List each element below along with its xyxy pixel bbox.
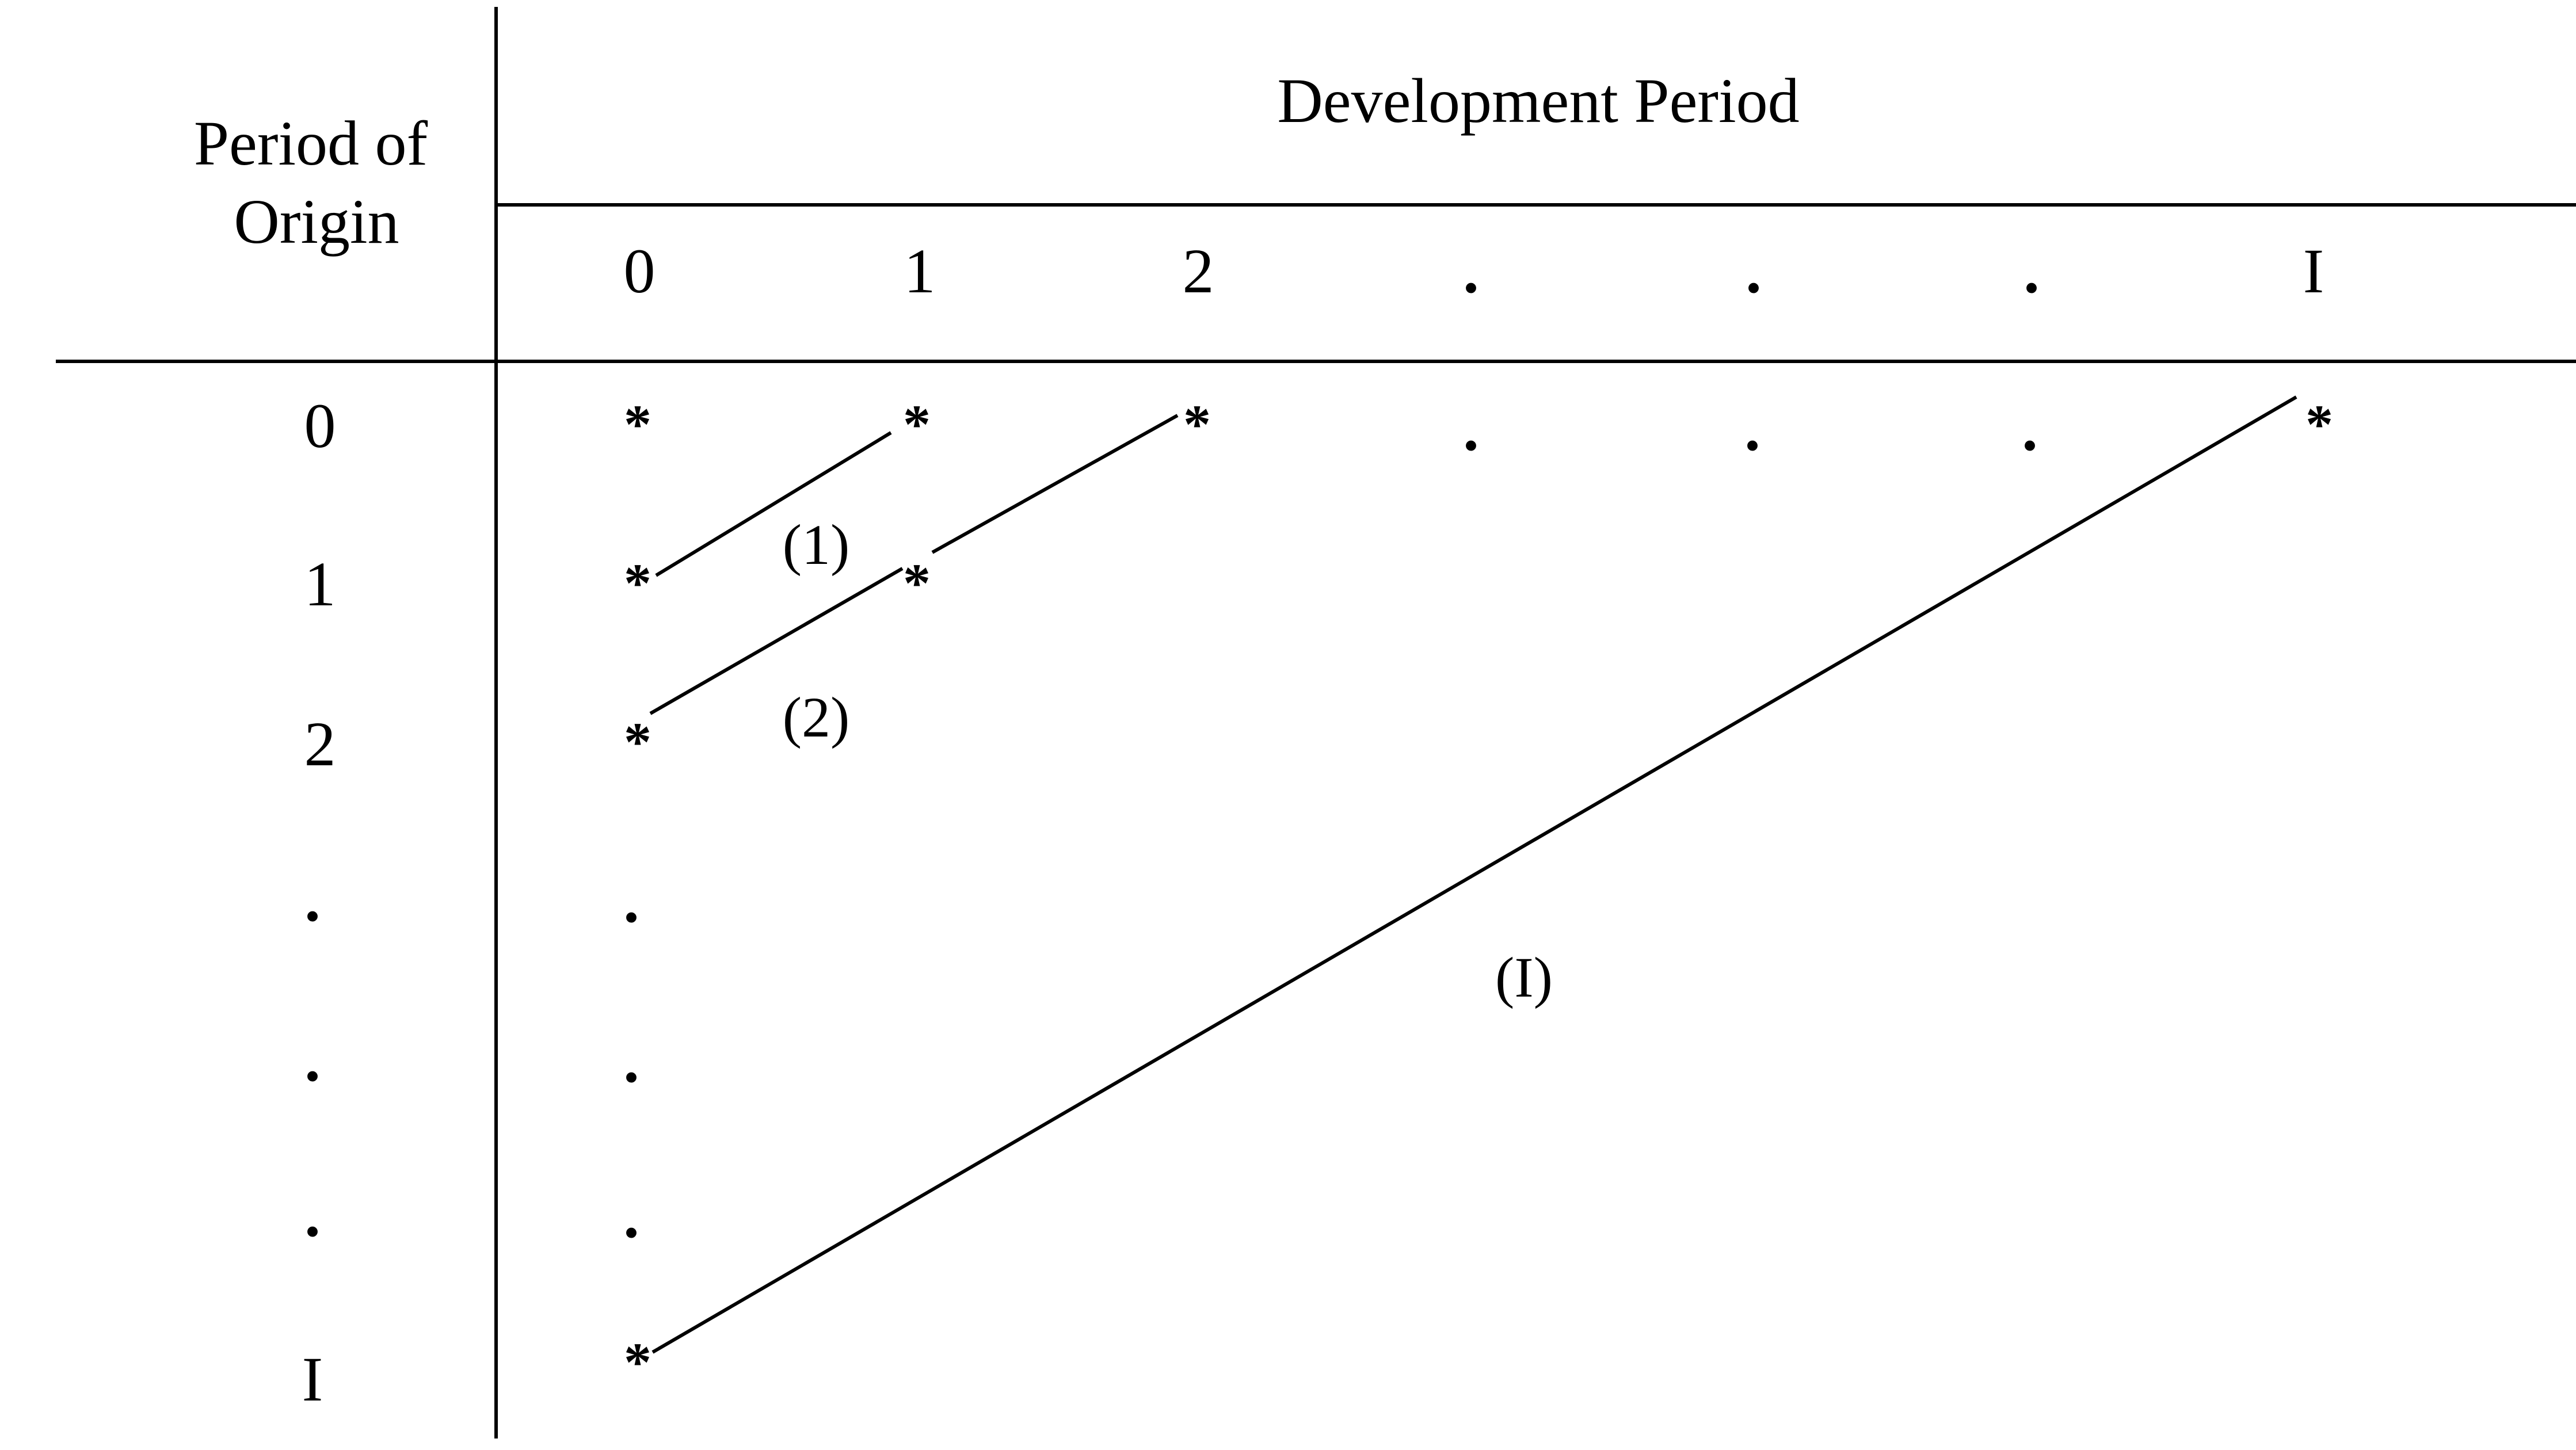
cell-r5-c0: . xyxy=(623,1181,639,1251)
column-label-I: I xyxy=(2303,236,2325,306)
cell-r0-c1: * xyxy=(903,394,931,455)
cell-r0-c3: . xyxy=(1463,394,1479,464)
cell-r3-c0: . xyxy=(623,865,639,936)
diagonal-label-2: (2) xyxy=(783,685,850,749)
cell-r1-c0: * xyxy=(624,552,651,614)
diagonal-1 xyxy=(655,431,892,577)
cell-r0-c2: * xyxy=(1183,394,1211,455)
cell-rI-c0: * xyxy=(624,1331,651,1393)
row-label-I: I xyxy=(302,1344,323,1414)
row-header-line2: Origin xyxy=(234,186,399,257)
column-label-0: 0 xyxy=(624,236,656,306)
cell-r0-c4: . xyxy=(1744,394,1760,464)
row-header-line1: Period of xyxy=(194,108,428,178)
diagonal-label-1: (1) xyxy=(783,513,850,577)
column-label-ellipsis-2: . xyxy=(1746,236,1762,306)
cell-r1-c1: * xyxy=(903,552,931,614)
diagonal-2-upper xyxy=(931,414,1179,554)
row-label-ellipsis-1: . xyxy=(304,864,321,934)
column-label-ellipsis-1: . xyxy=(1463,236,1479,306)
row-label-1: 1 xyxy=(304,549,336,619)
diagonal-I xyxy=(651,395,2297,1354)
column-label-ellipsis-3: . xyxy=(2024,236,2040,306)
column-label-2: 2 xyxy=(1183,236,1214,306)
row-label-0: 0 xyxy=(304,391,336,461)
cell-r2-c0: * xyxy=(624,711,651,773)
row-label-2: 2 xyxy=(304,709,336,779)
column-label-1: 1 xyxy=(904,236,936,306)
cell-r0-c0: * xyxy=(624,394,651,455)
row-label-ellipsis-3: . xyxy=(304,1180,321,1250)
cell-r0-c5: . xyxy=(2022,394,2038,464)
diagonal-2-lower xyxy=(649,567,904,715)
diagonal-label-I: (I) xyxy=(1495,945,1553,1009)
row-label-ellipsis-2: . xyxy=(304,1024,321,1094)
cell-r4-c0: . xyxy=(623,1025,639,1096)
cell-r0-cI: * xyxy=(2306,394,2333,455)
column-header: Development Period xyxy=(1277,66,1799,136)
